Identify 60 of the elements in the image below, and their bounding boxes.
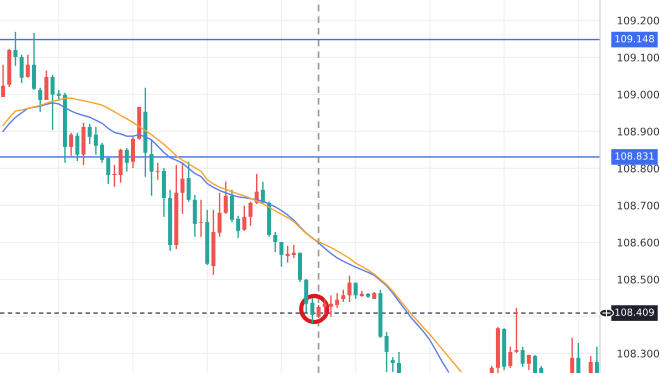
candlestick xyxy=(526,354,531,371)
y-tick-label: 108.800 xyxy=(618,164,660,172)
candlestick xyxy=(341,289,346,303)
candlestick xyxy=(69,132,74,156)
candlestick xyxy=(279,241,284,268)
ref-line-label: 109.148 xyxy=(615,35,654,42)
ref-line-label: 108.409 xyxy=(615,308,654,316)
candlestick xyxy=(576,342,580,373)
candlestick xyxy=(218,192,222,238)
candlestick xyxy=(50,74,55,131)
candlestick xyxy=(316,304,321,319)
y-tick-label: 108.500 xyxy=(618,276,660,284)
candlestick xyxy=(396,351,401,373)
candlestick xyxy=(186,161,191,202)
candlestick xyxy=(56,89,61,101)
candlestick xyxy=(335,292,340,309)
candlestick xyxy=(130,136,135,169)
candlestick xyxy=(26,54,30,78)
candlestick xyxy=(150,139,154,196)
candlestick xyxy=(384,331,389,373)
ref-line-label: 108.831 xyxy=(615,152,654,160)
candlestick xyxy=(533,354,538,373)
candlestick xyxy=(106,156,110,185)
candlestick xyxy=(354,282,358,300)
candlestick xyxy=(94,126,98,156)
y-tick-label: 108.900 xyxy=(618,128,660,136)
candlestick xyxy=(242,205,246,232)
candlestick xyxy=(520,346,525,368)
candlestick xyxy=(224,180,228,215)
candlestick xyxy=(124,147,129,172)
y-tick-label: 109.100 xyxy=(618,54,660,62)
candlestick xyxy=(292,244,296,259)
candlestick xyxy=(273,231,278,253)
candlestick xyxy=(75,132,80,162)
y-tick-label: 108.700 xyxy=(618,202,660,210)
candlestick xyxy=(248,200,253,226)
candlestick xyxy=(390,356,395,373)
y-tick-label: 109.000 xyxy=(618,90,660,98)
y-tick-label: 108.600 xyxy=(618,238,660,246)
candlestick xyxy=(1,64,6,98)
candlestick xyxy=(347,274,352,303)
candlestick xyxy=(20,54,24,84)
candlestick xyxy=(328,294,333,318)
candlestick xyxy=(594,346,599,373)
y-tick-label: 108.300 xyxy=(618,350,660,358)
candlestick xyxy=(100,142,104,164)
candlestick xyxy=(514,307,519,354)
candlestick xyxy=(310,297,314,324)
y-tick-label: 109.200 xyxy=(618,16,660,24)
candlestick xyxy=(508,346,512,369)
candlestick xyxy=(322,298,327,316)
candlestick xyxy=(236,215,240,239)
candlestick xyxy=(180,162,184,215)
candlestick xyxy=(588,355,593,373)
candlestick xyxy=(38,87,42,112)
candlestick xyxy=(88,123,92,145)
candlestick xyxy=(199,199,204,238)
candlestick xyxy=(13,31,18,67)
candlestick xyxy=(44,70,48,101)
candlestick xyxy=(570,337,574,373)
